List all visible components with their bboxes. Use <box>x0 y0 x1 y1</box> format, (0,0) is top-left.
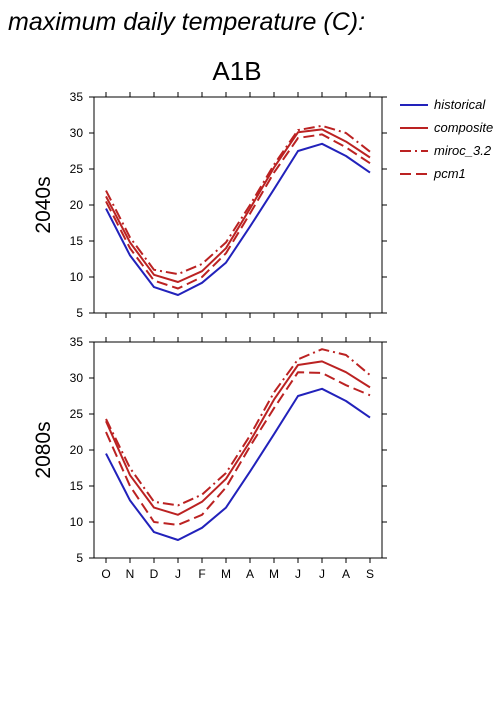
x-tick-label: A <box>342 567 350 581</box>
panel-2080s: 5 10 15 20 25 30 35 O N D J F M A M J J A S 2080s <box>32 335 387 581</box>
y-tick-label: 25 <box>70 407 84 421</box>
x-tick-label: N <box>126 567 135 581</box>
x-tick-label: S <box>366 567 374 581</box>
x-tick-label: M <box>269 567 279 581</box>
y-tick-label: 35 <box>70 335 84 349</box>
x-tick-label: M <box>221 567 231 581</box>
legend-label-historical: historical <box>434 97 486 112</box>
legend-label-miroc_3.2: miroc_3.2 <box>434 143 492 158</box>
series-line-pcm1 <box>105 371 371 526</box>
plot-frame <box>93 96 383 314</box>
y-tick-label: 10 <box>70 270 84 284</box>
y-tick-label: 5 <box>76 306 83 320</box>
y-tick-label: 15 <box>70 479 84 493</box>
x-tick-label: J <box>175 567 181 581</box>
row-label: 2040s <box>32 176 55 233</box>
plot-frame <box>93 341 383 559</box>
y-tick-label: 20 <box>70 198 84 212</box>
page-title: maximum daily temperature (C): <box>8 8 366 36</box>
x-tick-label: F <box>198 567 205 581</box>
series-line-miroc_3.2 <box>105 348 371 507</box>
y-tick-label: 30 <box>70 371 84 385</box>
y-tick-label: 10 <box>70 515 84 529</box>
y-tick-label: 30 <box>70 126 84 140</box>
y-tick-label: 5 <box>76 551 83 565</box>
y-tick-label: 20 <box>70 443 84 457</box>
x-tick-label: D <box>150 567 159 581</box>
y-tick-label: 35 <box>70 90 84 104</box>
chart-title: A1B <box>212 56 261 86</box>
x-tick-label: J <box>319 567 325 581</box>
y-tick-label: 15 <box>70 234 84 248</box>
legend-label-pcm1: pcm1 <box>433 166 466 181</box>
series-line-miroc_3.2 <box>105 124 371 276</box>
x-tick-label: J <box>295 567 301 581</box>
series-line-historical <box>105 142 371 296</box>
panels: 5 10 15 20 25 30 35 2040s 5 10 15 20 25 30 35 O N D J F M A M J… <box>32 90 387 581</box>
legend-label-composite: composite <box>434 120 493 135</box>
series-line-composite <box>105 128 371 283</box>
series-line-composite <box>105 360 371 516</box>
x-tick-label: O <box>101 567 110 581</box>
series-line-historical <box>105 387 371 541</box>
row-label: 2080s <box>32 421 55 478</box>
y-tick-label: 25 <box>70 162 84 176</box>
legend: historical composite miroc_3.2 pcm1 <box>400 97 493 181</box>
series-line-pcm1 <box>105 133 371 290</box>
x-tick-label: A <box>246 567 254 581</box>
panel-2040s: 5 10 15 20 25 30 35 2040s <box>32 90 387 320</box>
